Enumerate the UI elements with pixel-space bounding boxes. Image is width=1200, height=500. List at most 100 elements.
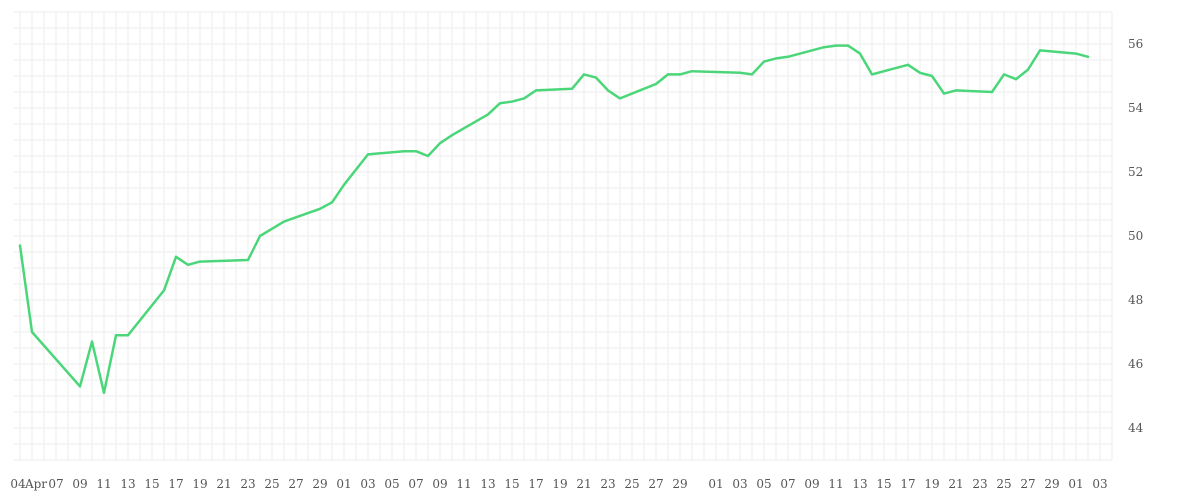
x-tick-label: Apr [24,477,47,491]
data-point [534,89,538,92]
x-tick-label: 01 [708,477,723,491]
y-axis: 44 46 48 50 52 54 56 [1128,37,1144,435]
data-point [318,207,322,210]
data-point [1086,55,1090,58]
data-point [450,134,454,137]
y-tick-label: 44 [1128,421,1144,435]
data-point [126,334,130,337]
data-point [858,52,862,55]
data-point [1038,49,1042,52]
data-point [786,55,790,58]
x-tick-label: 11 [456,477,471,491]
data-point [570,87,574,91]
x-tick-label: 21 [948,477,963,491]
data-point [942,92,946,95]
x-tick-label: 21 [216,477,231,491]
x-tick-label: 17 [528,477,543,491]
data-point [510,100,514,103]
data-point [258,234,262,238]
data-point [90,340,94,343]
data-point [594,76,598,79]
data-point [606,89,610,92]
x-tick-label: 09 [432,477,447,491]
x-tick-label: 25 [996,477,1011,491]
data-point [438,142,442,145]
y-tick-label: 48 [1128,293,1143,307]
data-point [246,258,250,262]
x-tick-label: 04 [10,477,26,491]
data-point [918,71,922,75]
x-tick-label: 11 [828,477,843,491]
x-tick-label: 25 [624,477,639,491]
data-point [414,150,418,153]
data-point [426,154,430,158]
x-axis: 04 Apr 07 09 11 13 15 17 19 21 23 25 27 29 01 03 05 07 09 1… [10,477,1107,491]
y-tick-label: 56 [1128,37,1143,51]
data-point [498,102,502,105]
grid [14,11,1113,461]
data-point [822,46,826,49]
data-point [846,44,850,47]
data-point [1074,52,1078,55]
data-point [930,74,934,78]
data-point [834,44,838,47]
y-tick-label: 54 [1128,101,1144,115]
x-tick-label: 27 [648,477,663,491]
data-point [486,113,490,116]
y-tick-label: 52 [1128,165,1143,179]
data-point [1002,73,1006,76]
x-tick-label: 15 [504,477,519,491]
x-tick-label: 23 [240,477,255,491]
x-tick-label: 09 [72,477,87,491]
data-point [402,150,406,153]
x-tick-label: 01 [1068,477,1083,491]
x-tick-label: 27 [1020,477,1035,491]
x-tick-label: 11 [96,477,111,491]
data-point [762,60,766,63]
data-point [654,82,658,86]
data-point [174,255,178,258]
series-line [18,44,1090,395]
x-tick-label: 15 [876,477,891,491]
x-tick-label: 17 [900,477,915,491]
data-point [162,289,166,292]
data-point [102,391,106,394]
data-point [990,90,994,94]
data-point [618,97,622,100]
series-layer [18,44,1090,395]
data-point [342,183,346,186]
x-tick-label: 27 [288,477,303,491]
data-point [750,73,754,76]
data-point [870,73,874,76]
x-tick-label: 13 [480,477,495,491]
data-point [198,260,202,263]
x-tick-label: 09 [804,477,819,491]
x-tick-label: 07 [780,477,795,491]
x-tick-label: 13 [852,477,867,491]
x-tick-label: 19 [924,477,939,491]
x-tick-label: 03 [1092,477,1107,491]
data-point [78,385,82,388]
x-tick-label: 19 [552,477,567,491]
x-tick-label: 29 [1044,477,1059,491]
data-point [186,263,190,266]
data-point [678,73,682,76]
x-tick-label: 05 [756,477,771,491]
x-tick-label: 23 [600,477,615,491]
data-point [1026,68,1030,71]
x-tick-label: 25 [264,477,279,491]
x-tick-label: 23 [972,477,987,491]
y-tick-label: 50 [1128,229,1143,243]
x-tick-label: 29 [312,477,327,491]
data-point [1014,78,1018,81]
data-point [282,220,286,223]
data-point [666,73,670,76]
data-point [906,63,910,66]
x-tick-label: 17 [168,477,183,491]
data-point [738,71,742,75]
data-point [18,244,22,247]
x-tick-label: 21 [576,477,591,491]
data-point [954,89,958,92]
data-point [690,70,694,73]
x-tick-label: 01 [336,477,351,491]
